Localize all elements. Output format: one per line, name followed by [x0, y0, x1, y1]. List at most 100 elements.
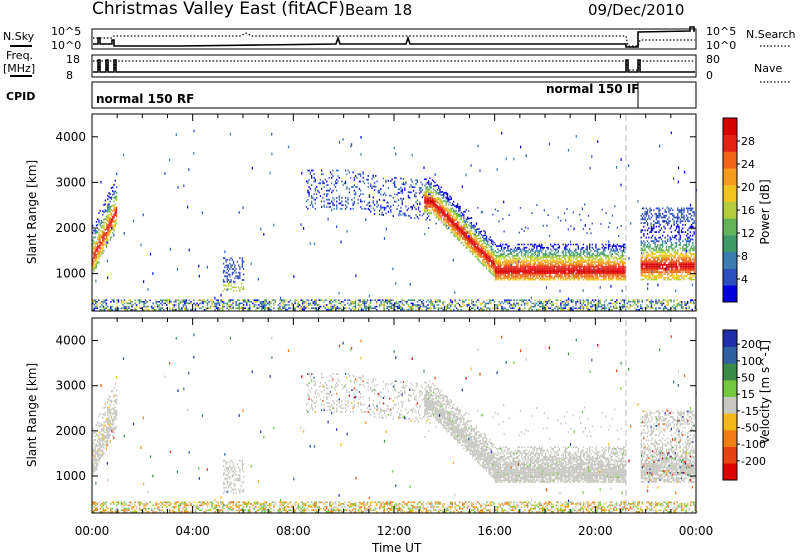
power-pixel: [662, 217, 663, 219]
power-pixel: [605, 269, 606, 271]
power-pixel: [456, 227, 457, 229]
power-pixel: [100, 244, 101, 246]
power-pixel: [647, 229, 648, 231]
power-pixel: [647, 255, 648, 257]
power-pixel: [111, 215, 112, 217]
power-pixel: [506, 250, 507, 252]
power-pixel: [510, 268, 511, 270]
power-pixel: [517, 244, 518, 246]
power-pixel: [624, 277, 625, 279]
power-pixel: [691, 255, 692, 257]
power-pixel: [578, 269, 579, 271]
power-pixel: [468, 235, 469, 238]
power-pixel: [424, 201, 425, 203]
power-pixel: [407, 209, 408, 211]
power-pixel: [269, 301, 271, 303]
power-pixel: [394, 181, 395, 183]
power-pixel: [646, 246, 647, 248]
power-pixel: [500, 255, 501, 257]
power-pixel: [672, 209, 673, 211]
power-pixel: [442, 209, 443, 211]
power-pixel: [431, 200, 432, 202]
power-pixel: [589, 244, 590, 246]
power-pixel: [340, 208, 341, 210]
power-pixel: [481, 251, 482, 253]
power-pixel: [180, 303, 182, 305]
power-pixel: [578, 249, 579, 251]
power-pixel: [288, 146, 289, 149]
power-pixel: [223, 290, 224, 292]
power-pixel: [560, 276, 561, 278]
power-pixel: [517, 269, 518, 271]
power-pixel: [509, 261, 510, 263]
power-pixel: [682, 266, 683, 268]
power-pixel: [621, 247, 622, 249]
power-pixel: [454, 213, 455, 215]
power-pixel: [104, 299, 106, 301]
power-pixel: [485, 252, 486, 254]
power-pixel: [408, 208, 409, 210]
power-pixel: [506, 277, 507, 279]
power-pixel: [619, 269, 620, 271]
power-pixel: [621, 250, 622, 252]
power-pixel: [677, 215, 678, 217]
power-pixel: [229, 301, 231, 303]
power-pixel: [612, 271, 613, 273]
power-pixel: [478, 242, 479, 244]
power-pixel: [103, 226, 104, 228]
power-pixel: [390, 195, 391, 197]
power-pixel: [96, 241, 97, 243]
power-pixel: [559, 269, 560, 271]
power-pixel: [446, 216, 447, 218]
power-pixel: [675, 257, 676, 259]
power-pixel: [473, 249, 474, 251]
power-pixel: [609, 260, 610, 262]
power-pixel: [532, 265, 533, 267]
power-pixel: [673, 255, 674, 257]
power-pixel: [571, 273, 572, 275]
power-pixel: [553, 273, 554, 275]
power-pixel: [360, 199, 361, 201]
power-pixel: [98, 212, 99, 214]
power-pixel: [553, 277, 554, 279]
power-pixel: [223, 302, 224, 305]
power-pixel: [556, 271, 557, 273]
power-pixel: [214, 297, 215, 300]
power-pixel: [96, 254, 97, 256]
power-pixel: [432, 210, 433, 212]
power-pixel: [590, 273, 591, 275]
power-pixel: [532, 276, 533, 278]
power-pixel: [668, 211, 669, 213]
power-pixel: [671, 253, 672, 255]
power-pixel: [548, 269, 549, 271]
power-pixel: [354, 197, 355, 199]
power-pixel: [429, 206, 430, 208]
power-pixel: [471, 217, 472, 219]
power-pixel: [668, 209, 669, 211]
power-pixel: [439, 211, 440, 214]
power-pixel: [649, 208, 650, 210]
power-pixel: [246, 304, 248, 306]
power-pixel: [105, 211, 106, 213]
power-pixel: [239, 306, 241, 308]
power-pixel: [604, 249, 605, 251]
power-pixel: [535, 263, 536, 265]
power-pixel: [641, 259, 642, 261]
power-pixel: [519, 274, 520, 276]
power-pixel: [570, 257, 571, 259]
power-pixel: [668, 268, 669, 270]
power-pixel: [451, 210, 452, 212]
power-pixel: [500, 244, 501, 246]
power-pixel: [341, 204, 342, 206]
power-pixel: [497, 271, 498, 273]
power-pixel: [113, 208, 114, 210]
power-pixel: [550, 279, 551, 281]
power-pixel: [477, 251, 478, 253]
power-pixel: [477, 257, 478, 259]
power-pixel: [595, 250, 596, 252]
power-pixel: [412, 208, 413, 210]
power-pixel: [148, 288, 149, 291]
power-pixel: [524, 253, 525, 255]
power-pixel: [514, 249, 515, 251]
power-pixel: [452, 216, 453, 218]
